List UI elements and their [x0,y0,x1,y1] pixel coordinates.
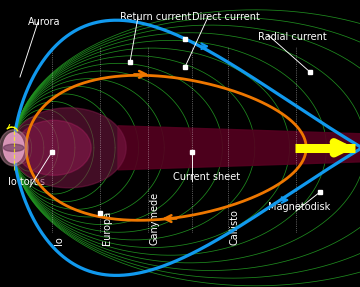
Ellipse shape [16,120,91,175]
Ellipse shape [0,130,28,166]
Ellipse shape [11,108,126,188]
Text: Radial current: Radial current [258,32,327,42]
Text: Aurora: Aurora [28,17,60,27]
Text: Io: Io [54,236,64,245]
Text: Magnetodisk: Magnetodisk [268,202,330,212]
Text: Europa: Europa [102,211,112,245]
Text: Ganymede: Ganymede [150,192,160,245]
Polygon shape [118,126,360,170]
Text: Callisto: Callisto [230,209,240,245]
Text: Return current: Return current [120,12,191,22]
Text: Direct current: Direct current [192,12,260,22]
Text: Io torus: Io torus [8,177,45,187]
Ellipse shape [4,144,24,152]
Ellipse shape [4,133,24,163]
Text: Current sheet: Current sheet [173,172,240,182]
